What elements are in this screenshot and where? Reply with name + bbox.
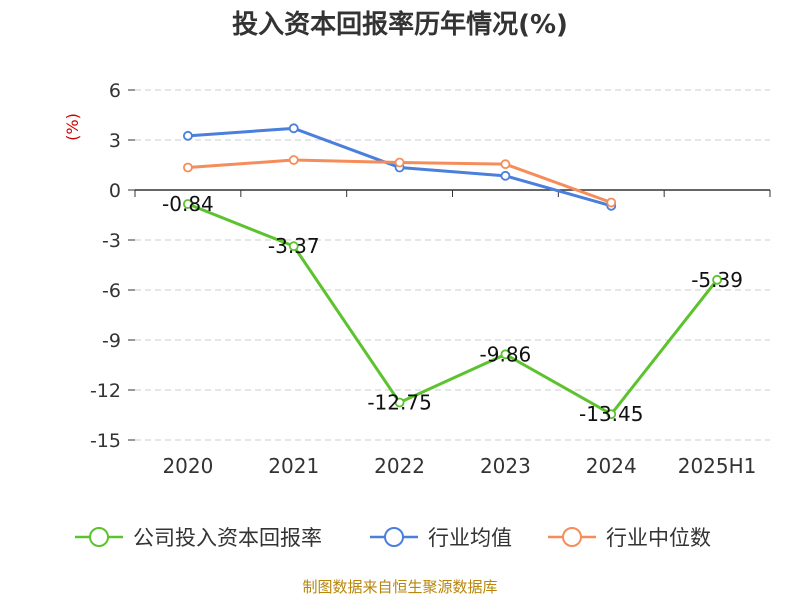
- x-tick-label: 2021: [268, 454, 319, 478]
- data-label: -0.84: [162, 192, 214, 216]
- x-tick-label: 2024: [586, 454, 637, 478]
- data-point: [606, 197, 617, 208]
- data-point: [183, 130, 193, 141]
- legend-label: 行业均值: [428, 526, 512, 550]
- legend-marker: [89, 527, 109, 547]
- x-tick-label: 2020: [162, 454, 213, 478]
- legend-marker: [562, 527, 582, 547]
- legend-marker: [384, 527, 404, 547]
- data-point: [500, 170, 511, 181]
- data-label: -12.75: [367, 391, 431, 415]
- legend: 公司投入资本回报率 行业均值 行业中位数: [75, 526, 711, 550]
- data-label: -3.37: [268, 234, 320, 258]
- data-label: -5.39: [691, 268, 743, 292]
- x-axis: 2020 2021 2022 2023 2024 2025H1: [134, 189, 771, 478]
- series-line: [187, 202, 719, 416]
- y-tick-label: 0: [109, 180, 121, 202]
- grid-lines: [135, 89, 770, 441]
- legend-label: 公司投入资本回报率: [133, 526, 322, 550]
- data-point: [500, 159, 511, 170]
- data-point: [288, 241, 299, 252]
- data-point: [183, 162, 193, 173]
- data-point: [288, 123, 299, 134]
- data-point: [712, 274, 722, 285]
- y-axis-ticks: 6 3 0 -3 -6 -9 -12 -15: [90, 80, 135, 452]
- data-point: [394, 157, 405, 168]
- data-point: [288, 155, 299, 165]
- series-layer: [183, 123, 722, 420]
- y-tick-label: -15: [90, 430, 121, 452]
- y-tick-label: 6: [109, 80, 121, 102]
- y-tick-label: -9: [102, 330, 121, 352]
- data-label: -9.86: [480, 342, 532, 366]
- data-point: [606, 409, 617, 420]
- y-axis-label: (%): [63, 113, 82, 141]
- data-point: [394, 397, 405, 408]
- data-label: -13.45: [579, 402, 643, 426]
- data-point: [183, 199, 193, 209]
- data-labels: -0.84 -3.37 -12.75 -9.86 -13.45 -5.39: [162, 192, 743, 426]
- y-tick-label: 3: [109, 130, 121, 152]
- x-tick-label: 2022: [374, 454, 425, 478]
- data-point: [500, 349, 511, 360]
- chart-title: 投入资本回报率历年情况(%): [232, 9, 568, 40]
- x-tick-label: 2025H1: [678, 454, 757, 478]
- x-tick-label: 2023: [480, 454, 531, 478]
- legend-label: 行业中位数: [606, 526, 711, 550]
- y-tick-label: -3: [102, 230, 121, 252]
- y-tick-label: -6: [102, 280, 121, 302]
- y-tick-label: -12: [90, 380, 121, 402]
- source-note: 制图数据来自恒生聚源数据库: [302, 578, 497, 596]
